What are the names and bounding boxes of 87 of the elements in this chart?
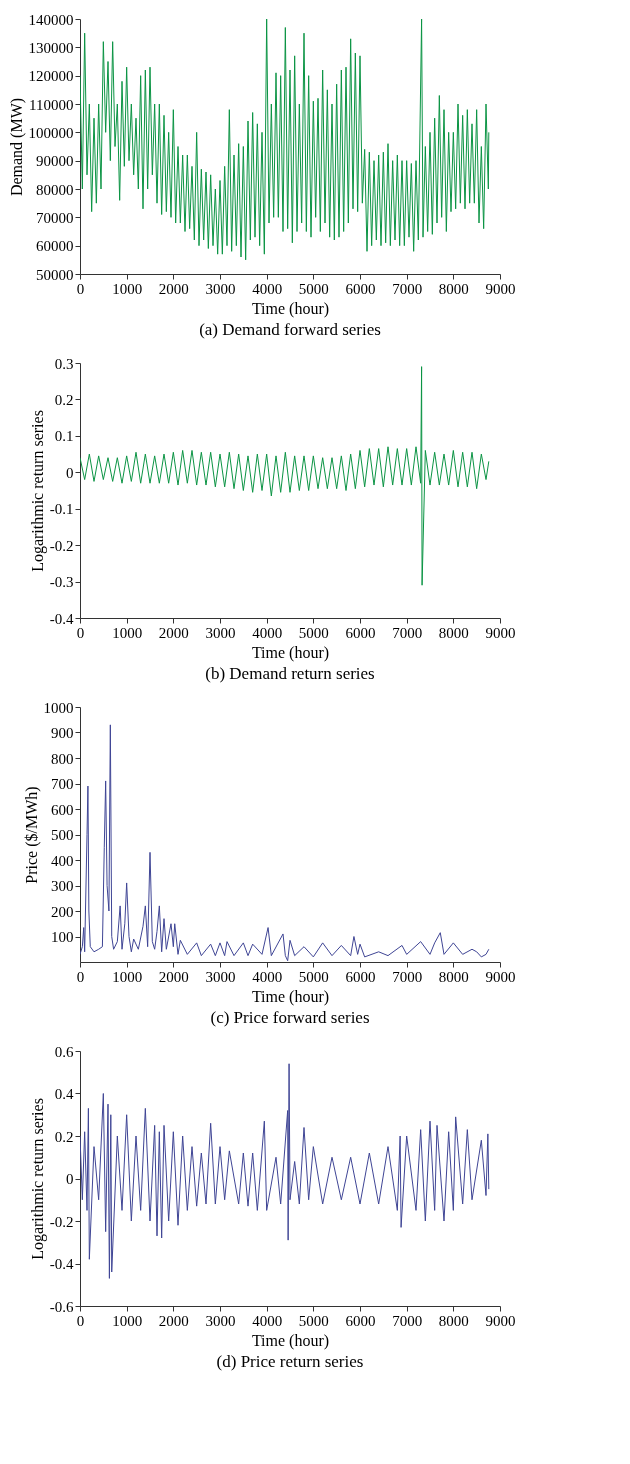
x-tick-label: 1000: [112, 968, 143, 985]
x-tick-label: 6000: [345, 624, 376, 641]
text: (d) Price return series: [216, 1352, 364, 1371]
line-series: [80, 19, 490, 261]
x-axis-title: Time (hour): [251, 299, 330, 318]
x-tick-label: 5000: [298, 280, 329, 297]
x-tick-label: 7000: [392, 624, 423, 641]
y-tick-label: 900: [51, 725, 74, 741]
y-tick-label: 1000: [43, 699, 74, 716]
x-tick-label: 3000: [205, 624, 236, 641]
y-axis-title: Price ($/MWh): [22, 786, 41, 884]
y-tick-label: 700: [51, 776, 74, 792]
x-axis-title: Time (hour): [251, 643, 330, 662]
x-tick-label: 2000: [158, 968, 189, 985]
x-tick-label: 5000: [298, 624, 329, 641]
text: (a) Demand forward series: [199, 320, 381, 339]
y-tick-label: -0.4: [49, 610, 74, 627]
x-tick-label: 5000: [298, 968, 329, 985]
y-tick-label: 130000: [28, 39, 74, 56]
y-axis-title: Logarithmic return series: [28, 1098, 47, 1260]
x-tick-label: 6000: [345, 280, 376, 297]
x-tick-label: 4000: [252, 1312, 283, 1329]
y-tick-label: 90000: [36, 153, 74, 170]
y-tick-label: 140000: [28, 11, 74, 28]
y-axis-title: Logarithmic return series: [28, 410, 47, 572]
y-tick-label: 300: [51, 878, 74, 894]
x-tick-label: 4000: [252, 280, 283, 297]
x-tick-label: 3000: [205, 280, 236, 297]
y-tick-label: -0.4: [49, 1256, 74, 1272]
y-tick-label: 600: [51, 801, 74, 818]
y-tick-label: 200: [51, 903, 74, 920]
y-tick-label: 110000: [29, 96, 74, 113]
y-axis-title: Demand (MW): [7, 97, 26, 197]
x-tick-label: 5000: [298, 1312, 329, 1329]
x-tick-label: 2000: [158, 624, 189, 641]
y-tick-label: 70000: [36, 209, 74, 226]
x-tick-label: 2000: [158, 280, 189, 297]
x-tick-label: 4000: [252, 624, 283, 641]
x-tick-label: 3000: [205, 968, 236, 985]
x-tick-label: 9000: [485, 1312, 516, 1329]
x-tick-label: 9000: [485, 280, 516, 297]
x-tick-label: 2000: [158, 1312, 189, 1329]
x-tick-label: 9000: [485, 968, 516, 985]
x-tick-label: 8000: [438, 1312, 469, 1329]
y-tick-label: 100000: [28, 124, 74, 141]
y-tick-label: 800: [51, 750, 74, 767]
x-tick-label: 1000: [112, 624, 143, 641]
y-tick-label: 0: [66, 464, 74, 481]
y-tick-label: 0.4: [54, 1086, 74, 1102]
y-tick-label: -0.6: [49, 1298, 74, 1315]
x-tick-label: 6000: [345, 968, 376, 985]
x-tick-label: 7000: [392, 280, 423, 297]
y-tick-label: -0.3: [49, 574, 74, 591]
y-tick-label: -0.2: [49, 537, 74, 554]
x-tick-label: 4000: [252, 968, 283, 985]
y-tick-label: 500: [51, 827, 74, 843]
y-tick-label: 400: [51, 852, 74, 869]
x-tick-label: 8000: [438, 968, 469, 985]
y-tick-label: -0.2: [49, 1213, 74, 1230]
x-tick-label: 9000: [485, 624, 516, 641]
x-tick-label: 1000: [112, 280, 143, 297]
line-series: [80, 724, 490, 962]
y-tick-label: 0.1: [54, 428, 74, 445]
x-tick-label: 8000: [438, 624, 469, 641]
y-tick-label: 0: [66, 1171, 74, 1187]
y-tick-label: 60000: [36, 238, 74, 255]
y-tick-label: 80000: [36, 181, 74, 198]
y-tick-label: 0.2: [54, 1128, 74, 1145]
y-tick-label: -0.1: [49, 501, 74, 518]
y-tick-label: 0.6: [54, 1043, 74, 1060]
x-axis-title: Time (hour): [251, 1331, 330, 1350]
y-tick-label: 120000: [28, 68, 74, 85]
x-tick-label: 8000: [438, 280, 469, 297]
x-tick-label: 7000: [392, 968, 423, 985]
x-tick-label: 6000: [345, 1312, 376, 1329]
y-tick-label: 100: [51, 929, 74, 945]
x-axis-title: Time (hour): [251, 987, 330, 1006]
x-tick-label: 1000: [112, 1312, 143, 1329]
y-tick-label: 0.3: [54, 355, 74, 372]
text: (c) Price forward series: [210, 1008, 370, 1027]
x-tick-label: 7000: [392, 1312, 423, 1329]
line-series: [80, 1063, 490, 1279]
line-series: [80, 366, 490, 586]
y-tick-label: 0.2: [54, 391, 74, 408]
y-tick-label: 50000: [36, 266, 74, 283]
x-tick-label: 3000: [205, 1312, 236, 1329]
text: (b) Demand return series: [205, 664, 375, 683]
